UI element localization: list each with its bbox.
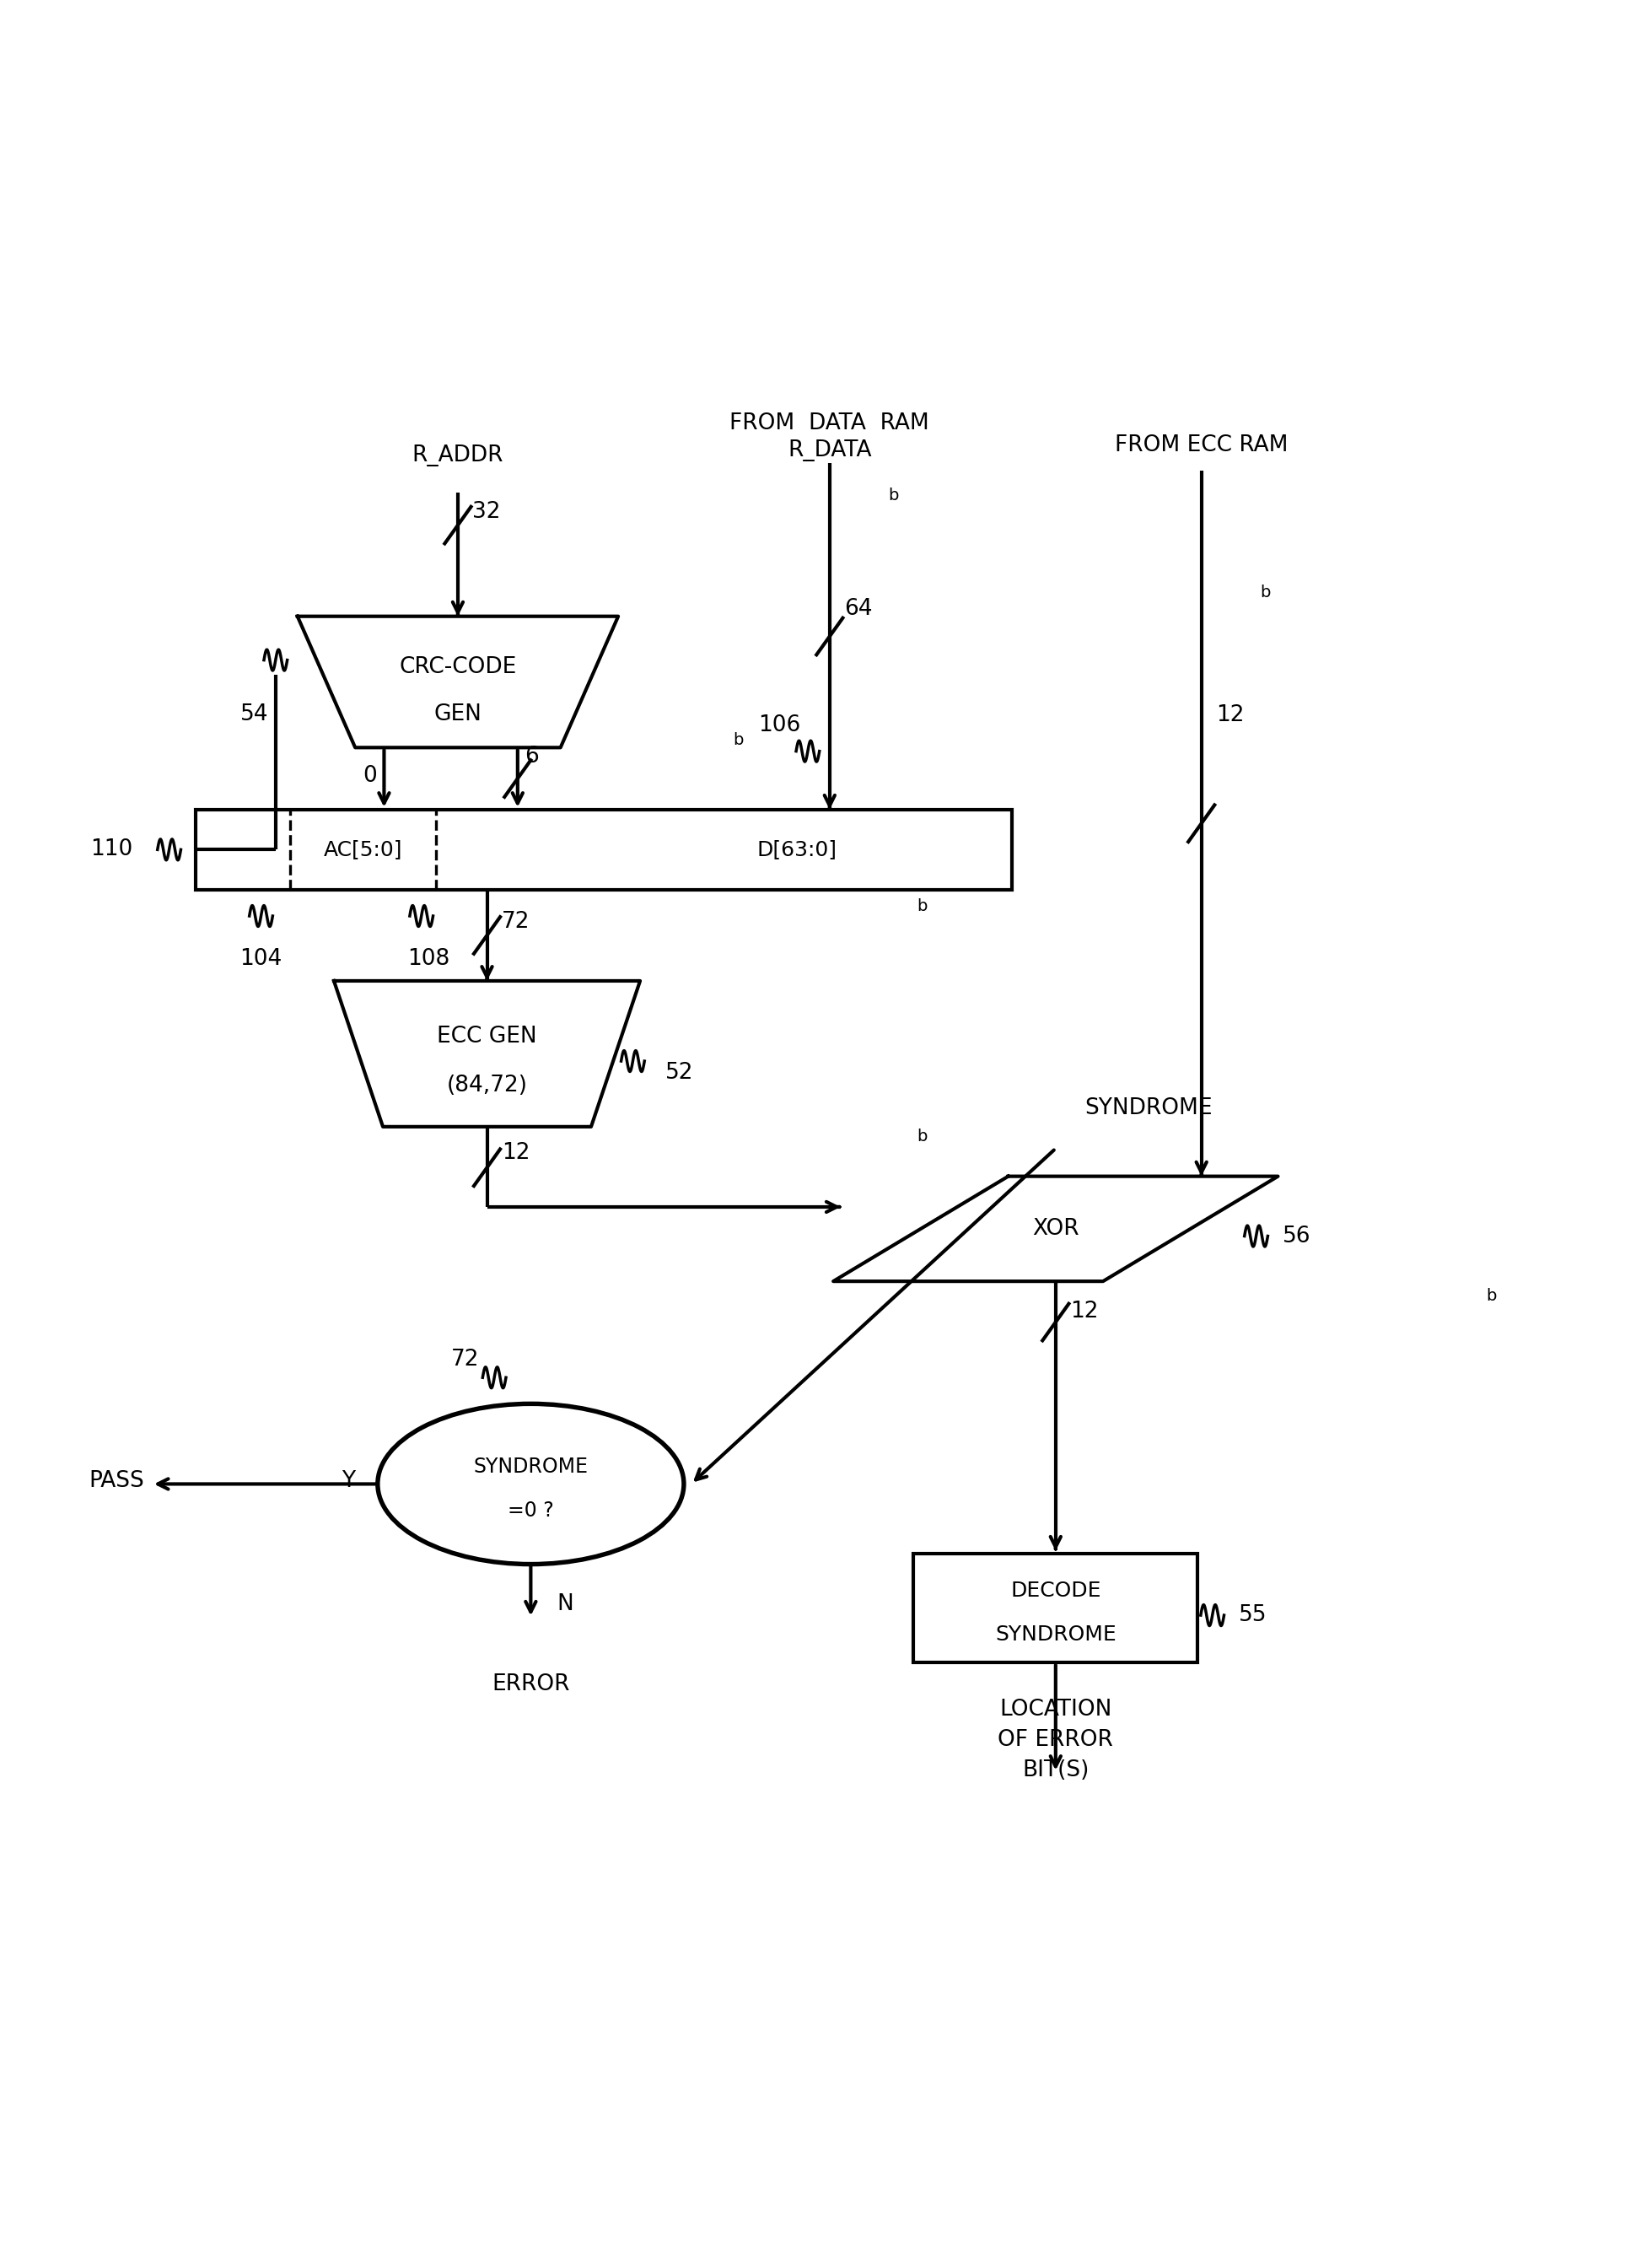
Bar — [913, 1554, 1198, 1662]
Text: LOCATION
OF ERROR
BIT(S): LOCATION OF ERROR BIT(S) — [998, 1699, 1113, 1783]
Text: 106: 106 — [759, 714, 801, 737]
Text: b: b — [733, 733, 743, 748]
Text: 64: 64 — [845, 596, 873, 619]
Text: 72: 72 — [502, 912, 530, 932]
Text: 55: 55 — [1238, 1603, 1268, 1626]
Text: 110: 110 — [91, 839, 133, 860]
Text: DECODE: DECODE — [1011, 1581, 1102, 1601]
Text: (84,72): (84,72) — [447, 1075, 528, 1098]
Text: b: b — [887, 488, 899, 503]
Text: 56: 56 — [1282, 1225, 1311, 1247]
Text: SYNDROME: SYNDROME — [994, 1624, 1116, 1644]
Text: =0 ?: =0 ? — [507, 1499, 554, 1520]
Text: 12: 12 — [1071, 1302, 1098, 1322]
Text: Y: Y — [341, 1470, 354, 1492]
Text: AC[5:0]: AC[5:0] — [323, 839, 403, 860]
Text: b: b — [1259, 585, 1271, 601]
Text: N: N — [557, 1594, 574, 1615]
Text: 6: 6 — [525, 746, 540, 767]
Text: ERROR: ERROR — [492, 1674, 570, 1696]
Text: 54: 54 — [240, 703, 268, 726]
Text: 52: 52 — [665, 1061, 694, 1084]
Text: 32: 32 — [473, 501, 500, 524]
Text: 12: 12 — [502, 1141, 530, 1163]
Text: XOR: XOR — [1032, 1218, 1079, 1241]
Text: R_DATA: R_DATA — [788, 440, 871, 463]
Text: R_ADDR: R_ADDR — [413, 445, 504, 467]
Text: SYNDROME: SYNDROME — [473, 1456, 588, 1476]
Text: D[63:0]: D[63:0] — [757, 839, 837, 860]
Text: b: b — [916, 1129, 928, 1145]
Text: 12: 12 — [1216, 705, 1245, 726]
Text: CRC-CODE: CRC-CODE — [400, 655, 517, 678]
Text: 104: 104 — [240, 948, 283, 971]
Text: FROM ECC RAM: FROM ECC RAM — [1115, 433, 1289, 456]
Text: PASS: PASS — [89, 1470, 145, 1492]
Text: 72: 72 — [452, 1347, 479, 1370]
Bar — [195, 810, 1012, 889]
Text: 108: 108 — [408, 948, 450, 971]
Text: GEN: GEN — [434, 703, 483, 726]
Text: b: b — [1485, 1288, 1497, 1304]
Text: SYNDROME: SYNDROME — [1086, 1098, 1212, 1120]
Text: FROM  DATA  RAM: FROM DATA RAM — [730, 413, 929, 433]
Text: 0: 0 — [362, 764, 377, 787]
Text: ECC GEN: ECC GEN — [437, 1025, 536, 1048]
Text: b: b — [916, 898, 928, 914]
